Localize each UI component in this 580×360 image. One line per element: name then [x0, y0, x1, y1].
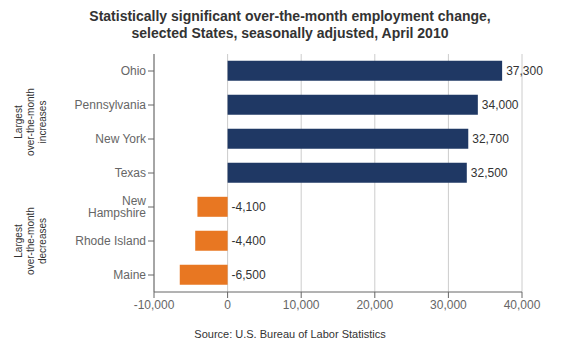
- svg-text:-6,500: -6,500: [232, 268, 266, 282]
- html-text:selected States, seasonally ad: selected States, seasonally adjusted, Ap…: [131, 25, 449, 41]
- svg-text:Texas: Texas: [115, 166, 146, 180]
- svg-text:10,000: 10,000: [283, 298, 320, 312]
- svg-text:30,000: 30,000: [430, 298, 467, 312]
- html-text:Statistically significant over: Statistically significant over-the-month…: [89, 8, 491, 24]
- svg-text:Rhode Island: Rhode Island: [75, 234, 146, 248]
- svg-text:-4,100: -4,100: [232, 200, 266, 214]
- svg-text:34,000: 34,000: [482, 98, 519, 112]
- html-text:over-the-month: over-the-month: [25, 207, 36, 275]
- svg-text:-10,000: -10,000: [134, 298, 175, 312]
- svg-text:32,500: 32,500: [471, 166, 508, 180]
- html-text:decreases: decreases: [37, 217, 48, 265]
- svg-text:32,700: 32,700: [472, 132, 509, 146]
- html-text:over-the-month: over-the-month: [25, 88, 36, 156]
- html-text:Source: U.S. Bureau of Labor S: Source: U.S. Bureau of Labor Statistics: [194, 328, 386, 340]
- svg-text:20,000: 20,000: [356, 298, 393, 312]
- html-text:Largest: Largest: [13, 105, 24, 139]
- html-text:Largest: Largest: [13, 224, 24, 258]
- svg-text:New York: New York: [95, 132, 147, 146]
- svg-text:-4,400: -4,400: [232, 234, 266, 248]
- html-text:increases: increases: [37, 100, 48, 144]
- svg-text:0: 0: [224, 298, 231, 312]
- svg-text:Ohio: Ohio: [121, 64, 147, 78]
- svg-text:Maine: Maine: [113, 268, 146, 282]
- svg-text:37,300: 37,300: [506, 64, 543, 78]
- svg-text:NewHampshire: NewHampshire: [88, 194, 146, 220]
- svg-text:40,000: 40,000: [504, 298, 541, 312]
- svg-text:Pennsylvania: Pennsylvania: [75, 98, 147, 112]
